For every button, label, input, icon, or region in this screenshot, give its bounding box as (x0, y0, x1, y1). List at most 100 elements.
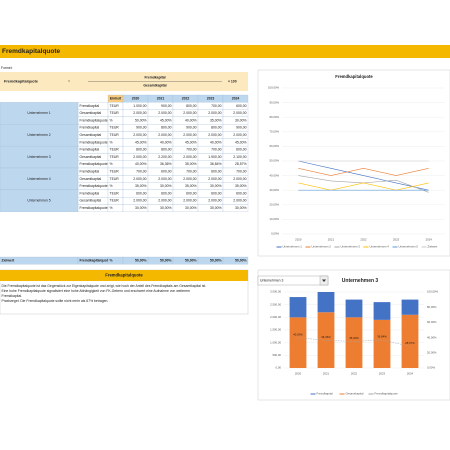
row-label: Fremdkapital (80, 148, 100, 152)
table-value: 900,00 (236, 126, 246, 130)
legend-label: Zielwert (428, 245, 438, 249)
table-value: 2.000,00 (233, 199, 246, 203)
legend-label: Unternehmen 4 (370, 245, 390, 249)
data-label: 36,84% (377, 335, 387, 339)
table-value: 600,00 (136, 191, 146, 195)
y2-tick-label: 80,00% (427, 305, 437, 309)
unit: TEUR (110, 199, 120, 203)
table-value: 2.000,00 (158, 133, 171, 137)
unit: TEUR (110, 177, 120, 181)
bar (317, 292, 335, 313)
formula-denominator: Gesamtkapital (143, 83, 166, 87)
y2-tick-label: 60,00% (427, 320, 437, 324)
row-label: Gesamtkapital (80, 155, 102, 159)
table-value: 40,00% (160, 140, 172, 144)
group-label: Unternehmen 3 (27, 155, 50, 159)
summary-cell: 50,00% (235, 259, 247, 263)
table-value: 30,00% (135, 206, 147, 210)
table-value: 700,00 (136, 170, 146, 174)
row-label: Gesamtkapital (80, 177, 102, 181)
row-label: Fremdkapitalquote (80, 162, 108, 166)
table-value: 2.000,00 (208, 177, 221, 181)
y-tick-label: 0,00% (271, 232, 279, 236)
legend-label: Unternehmen 2 (312, 245, 332, 249)
y-tick-label: 2.000,00 (270, 315, 281, 319)
table-value: 30,00% (160, 184, 172, 188)
table-value: 600,00 (236, 191, 246, 195)
legend-label: Unternehmen 1 (283, 245, 303, 249)
summary-cell: 50,00% (210, 259, 222, 263)
row-label: Fremdkapitalquote (80, 118, 108, 122)
row-label: Fremdkapitalquote (80, 184, 108, 188)
column-header: 2023 (207, 97, 215, 101)
formula-eq: = (68, 79, 70, 83)
unit: TEUR (110, 155, 120, 159)
table-value: 2.000,00 (208, 199, 221, 203)
y2-tick-label: 0,00% (427, 366, 435, 370)
y-tick-label: 20,00% (270, 203, 280, 207)
table-value: 50,00% (135, 118, 147, 122)
table-value: 36,84% (210, 162, 222, 166)
table-value: 700,00 (186, 170, 196, 174)
row-label: Gesamtkapital (80, 111, 102, 115)
unit: TEUR (110, 126, 120, 130)
y-tick-label: 50,00% (270, 159, 280, 163)
y-tick-label: 2.500,00 (270, 302, 281, 306)
y-tick-label: 80,00% (270, 115, 280, 119)
text-box-header (0, 270, 248, 281)
table-value: 800,00 (186, 104, 196, 108)
table-value: 45,00% (160, 118, 172, 122)
table-value: 2.200,00 (158, 155, 171, 159)
x-tick-label: 2023 (379, 372, 386, 376)
unit: TEUR (110, 170, 120, 174)
table-value: 45,00% (185, 140, 197, 144)
table-value: 600,00 (236, 148, 246, 152)
table-value: 2.000,00 (233, 177, 246, 181)
y-tick-label: 30,00% (270, 188, 280, 192)
table-value: 40,00% (135, 162, 147, 166)
formula-lhs: Fremdkapitalquote (4, 80, 38, 84)
y-tick-label: 90,00% (270, 100, 280, 104)
column-header: 2022 (182, 97, 190, 101)
y-tick-label: 100,00% (268, 86, 280, 90)
table-value: 700,00 (236, 170, 246, 174)
table-value: 600,00 (211, 191, 221, 195)
table-value: 2.000,00 (233, 133, 246, 137)
table-value: 600,00 (211, 170, 221, 174)
table-value: 800,00 (136, 148, 146, 152)
bar (345, 317, 363, 368)
column-header: 2024 (232, 97, 240, 101)
table-value: 800,00 (211, 126, 221, 130)
table-value: 900,00 (186, 126, 196, 130)
line-series (297, 337, 411, 347)
unit: TEUR (110, 104, 120, 108)
group-label: Unternehmen 2 (27, 133, 50, 137)
line-series (298, 182, 429, 191)
formula-numerator: Fremdkapital (144, 75, 165, 79)
summary-cell: 50,00% (135, 259, 147, 263)
table-value: 2.000,00 (133, 111, 146, 115)
table-value: 30,00% (160, 206, 172, 210)
formula-label: Formel: (1, 66, 13, 70)
title-bar (0, 45, 450, 58)
table-value: 45,00% (235, 140, 247, 144)
table-value: 35,00% (135, 184, 147, 188)
bar (373, 319, 391, 368)
x-tick-label: 2022 (351, 372, 358, 376)
table-value: 2.000,00 (183, 155, 196, 159)
summary-cell: 50,00% (160, 259, 172, 263)
y-tick-label: 1.000,00 (270, 340, 281, 344)
column-header: 2020 (132, 97, 140, 101)
group-label: Unternehmen 5 (27, 199, 50, 203)
bar (401, 299, 419, 315)
table-value: 2.000,00 (133, 199, 146, 203)
table-value: 1.900,00 (208, 155, 221, 159)
row-label: Fremdkapitalquote (80, 140, 108, 144)
data-label: 35,00% (349, 336, 359, 340)
unit: TEUR (110, 191, 120, 195)
y-tick-label: 0,00 (276, 366, 282, 370)
chart-title: Fremdkapitalquote (335, 74, 373, 79)
line-series (298, 160, 429, 191)
dropdown-value[interactable]: Unternehmen 3 (260, 278, 283, 282)
row-label: Gesamtkapital (80, 199, 102, 203)
